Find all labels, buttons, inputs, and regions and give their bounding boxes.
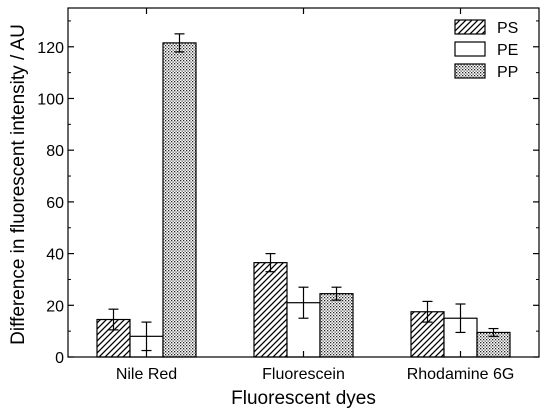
y-tick-label: 40 <box>46 247 64 264</box>
error-bars-layer <box>108 33 499 352</box>
legend-label-pp: PP <box>497 64 518 81</box>
x-tick-label: Rhodamine 6G <box>407 366 515 383</box>
y-axis-title: Difference in fluorescent intensity / AU <box>8 24 29 345</box>
bar-ps-1 <box>253 262 288 358</box>
y-tick-label: 0 <box>55 350 64 367</box>
x-axis-title: Fluorescent dyes <box>231 388 376 409</box>
legend-swatch-pp <box>454 63 486 79</box>
tick-labels-layer: Nile Red Fluorescein Rhodamine 6G 0 20 40 60 80… <box>37 40 514 383</box>
bar-pp-1 <box>319 293 354 358</box>
y-tick-label: 20 <box>46 298 64 315</box>
y-tick-label: 120 <box>37 40 64 57</box>
ticks-layer <box>68 8 539 358</box>
bar-pp-0 <box>162 42 197 358</box>
y-tick-label: 60 <box>46 195 64 212</box>
legend: PS PE PP <box>454 19 518 81</box>
x-tick-label: Fluorescein <box>262 366 345 383</box>
y-tick-label: 80 <box>46 143 64 160</box>
y-tick-label: 100 <box>37 91 64 108</box>
legend-label-pe: PE <box>497 42 518 59</box>
legend-swatch-pe <box>454 41 486 57</box>
legend-label-ps: PS <box>497 20 518 37</box>
x-tick-label: Nile Red <box>116 366 177 383</box>
legend-swatch-ps <box>454 19 486 35</box>
